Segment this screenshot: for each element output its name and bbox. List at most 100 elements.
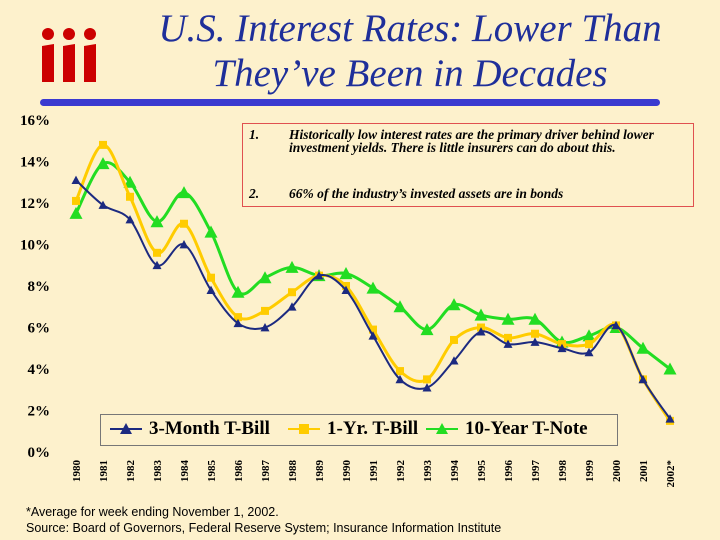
data-point	[231, 285, 245, 298]
legend-item-1-yr-t-bill: 1-Yr. T-Bill	[287, 418, 418, 440]
data-point	[258, 271, 272, 284]
x-tick-label: 1992	[395, 460, 407, 483]
data-point	[503, 339, 513, 348]
y-tick-label: 4%	[28, 362, 51, 378]
data-point	[447, 298, 461, 311]
y-tick-label: 0%	[28, 445, 51, 461]
data-point	[582, 329, 596, 342]
y-tick-label: 10%	[20, 238, 50, 254]
y-tick-label: 12%	[20, 196, 50, 212]
title-underline-bar	[40, 99, 660, 106]
x-tick-label: 1987	[260, 460, 272, 483]
y-tick-label: 2%	[28, 404, 51, 420]
data-point	[476, 327, 486, 336]
x-tick-label: 1982	[125, 460, 137, 483]
data-point	[422, 383, 432, 392]
notes-box: 1. Historically low interest rates are t…	[242, 123, 694, 207]
y-tick-label: 16%	[20, 113, 50, 129]
chart-legend: 3-Month T-Bill 1-Yr. T-Bill 10-Year T-No…	[100, 414, 618, 446]
title-line-2: They’ve Been in Decades	[212, 52, 608, 95]
data-point	[177, 186, 191, 199]
x-tick-label: 2000	[611, 460, 623, 483]
x-tick-label: 1998	[557, 460, 569, 483]
x-tick-label: 1996	[503, 460, 515, 483]
note-2-number: 2.	[249, 186, 260, 201]
data-point	[423, 375, 431, 384]
y-tick-label: 6%	[28, 321, 51, 337]
data-point	[665, 414, 675, 423]
y-tick-label: 8%	[28, 279, 51, 295]
x-tick-label: 1993	[422, 460, 434, 483]
data-point	[339, 267, 353, 280]
data-point	[125, 215, 135, 224]
data-point	[369, 325, 377, 334]
y-tick-label: 14%	[20, 155, 50, 171]
data-point	[234, 313, 242, 322]
title-line-1: U.S. Interest Rates: Lower Than	[158, 7, 662, 50]
x-tick-label: 1986	[233, 460, 245, 483]
y-axis: 0% 2% 4% 6% 8% 10% 12% 14% 16%	[20, 113, 50, 461]
data-point	[180, 219, 188, 228]
data-point	[530, 337, 540, 346]
data-point	[69, 206, 83, 219]
legend-marker-square-icon	[288, 424, 320, 434]
note-1-number: 1.	[249, 127, 260, 142]
page-title: U.S. Interest Rates: Lower Than They’ve …	[110, 6, 710, 96]
legend-marker-triangle-icon	[110, 423, 142, 434]
data-point	[72, 196, 80, 205]
data-point	[393, 300, 407, 313]
legend-item-3-month-t-bill: 3-Month T-Bill	[109, 418, 270, 440]
data-point	[179, 240, 189, 249]
data-point	[366, 281, 380, 294]
x-tick-label: 1983	[152, 460, 164, 483]
data-point	[314, 271, 324, 280]
data-point	[341, 285, 351, 294]
data-point	[368, 331, 378, 340]
data-point	[395, 374, 405, 384]
data-point	[123, 175, 137, 188]
chart-footer: *Average for week ending November 1, 200…	[26, 504, 501, 536]
x-tick-label: 1991	[368, 460, 380, 482]
data-point	[261, 306, 269, 315]
x-tick-label: 1994	[449, 460, 461, 483]
data-point	[528, 312, 542, 325]
data-point	[206, 285, 216, 294]
legend-label-10-year-t-note: 10-Year T-Note	[465, 418, 588, 439]
iii-logo	[42, 28, 96, 82]
data-point	[288, 288, 296, 297]
x-tick-label: 1995	[476, 460, 488, 483]
data-point	[611, 320, 621, 330]
data-point	[663, 362, 677, 375]
x-tick-label: 1990	[341, 460, 353, 483]
legend-label-3-month-t-bill: 3-Month T-Bill	[149, 418, 270, 439]
x-tick-label: 1981	[98, 460, 110, 482]
x-tick-label: 1980	[71, 460, 83, 483]
legend-marker-triangle-green-icon	[426, 423, 458, 434]
x-axis: 1980 1981 1982 1983 1984 1985 1986 1987 1988 1989…	[71, 460, 677, 488]
data-point	[126, 192, 134, 201]
data-point	[638, 374, 648, 384]
note-1-text: Historically low interest rates are the …	[289, 127, 654, 155]
data-point	[504, 333, 512, 342]
legend-label-1-yr-t-bill: 1-Yr. T-Bill	[327, 418, 419, 439]
data-point	[152, 260, 162, 270]
x-tick-label: 1985	[206, 460, 218, 483]
x-tick-label: 1997	[530, 460, 542, 483]
x-tick-label: 1984	[179, 460, 191, 483]
data-point	[96, 157, 110, 170]
source-line: Source: Board of Governors, Federal Rese…	[26, 521, 502, 535]
legend-item-10-year-t-note: 10-Year T-Note	[425, 418, 588, 440]
data-point	[420, 323, 434, 336]
series-2	[69, 157, 677, 375]
series-layer	[69, 140, 677, 425]
data-point	[287, 302, 297, 311]
x-tick-label: 2001	[638, 460, 650, 482]
data-point	[501, 312, 515, 325]
data-point	[71, 175, 81, 184]
data-point	[396, 367, 404, 376]
x-tick-label: 1988	[287, 460, 299, 483]
data-point	[260, 323, 270, 332]
data-point	[153, 248, 161, 257]
data-point	[450, 335, 458, 344]
